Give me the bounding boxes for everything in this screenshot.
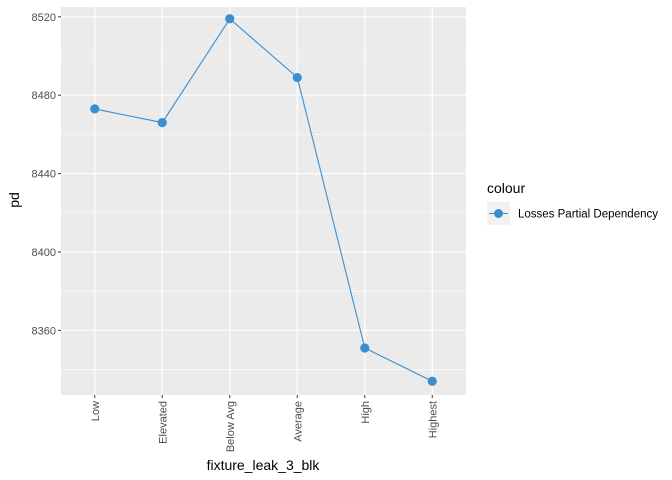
x-tick-label: High — [360, 401, 372, 424]
major-gridlines — [61, 7, 466, 395]
y-tick-label: 8520 — [32, 12, 56, 24]
y-tick-label: 8440 — [32, 169, 56, 181]
data-point-high — [360, 343, 370, 353]
y-axis-title: pd — [6, 192, 22, 208]
legend-label: Losses Partial Dependency — [518, 209, 658, 221]
plot-panel — [61, 7, 466, 395]
series-line — [94, 17, 433, 382]
x-tick-label: Elevated — [157, 401, 169, 444]
data-point-below-avg — [225, 14, 235, 24]
legend: colour Losses Partial Dependency — [487, 180, 658, 225]
legend-title: colour — [487, 180, 525, 196]
x-tick-label: Average — [292, 401, 304, 442]
data-point-highest — [427, 376, 437, 386]
legend-key-point — [494, 209, 503, 218]
data-point-low — [90, 104, 100, 114]
x-tick-label: Low — [90, 401, 102, 421]
data-point-average — [292, 72, 302, 83]
y-tick-label: 8400 — [32, 247, 56, 259]
y-tick-label: 8360 — [32, 325, 56, 337]
x-tick-label: Below Avg — [225, 401, 237, 452]
y-tick-label: 8480 — [32, 90, 56, 102]
data-point-elevated — [157, 118, 167, 128]
y-axis-ticks: 8360 8400 8440 8480 8520 — [32, 12, 61, 337]
minor-gridlines — [61, 55, 466, 370]
x-axis-title: fixture_leak_3_blk — [207, 457, 321, 473]
x-tick-label: Highest — [427, 401, 439, 438]
series-points — [90, 14, 437, 386]
x-axis-ticks: Low Elevated Below Avg Average High Highest — [90, 395, 439, 452]
